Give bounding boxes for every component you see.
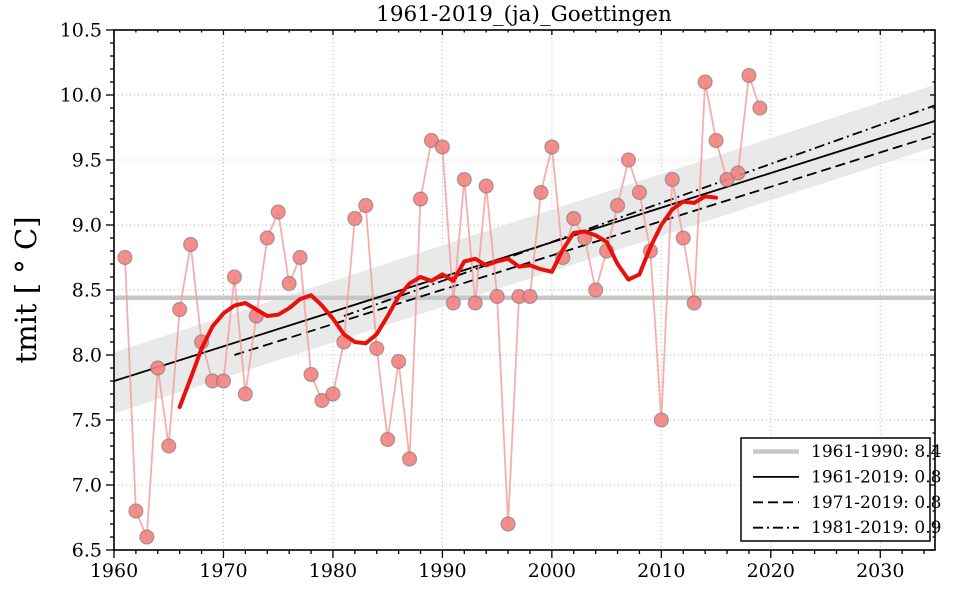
data-point [675, 230, 691, 246]
data-point [172, 301, 188, 318]
data-point [588, 282, 604, 298]
data-point [730, 165, 746, 181]
data-point [215, 373, 232, 389]
legend-label: 1961-2019: 0.8 [811, 467, 941, 487]
x-tick-label: 2000 [528, 560, 576, 582]
data-point [631, 184, 648, 201]
data-point [128, 503, 144, 519]
confidence-band [114, 84, 935, 414]
data-point [380, 431, 396, 448]
confidence-band-layer [114, 84, 935, 414]
data-point [358, 197, 374, 214]
data-point [489, 288, 505, 305]
data-point [533, 184, 549, 201]
data-point [161, 438, 177, 454]
smoothed-line [177, 194, 719, 409]
data-point [259, 230, 275, 246]
data-point [686, 295, 702, 311]
data-point [478, 178, 494, 194]
data-point [456, 171, 472, 188]
y-tick-label: 8.5 [72, 280, 102, 302]
data-point [117, 249, 133, 266]
legend-entry: 1981-2019: 0.9 [753, 518, 941, 538]
x-tick-label: 2020 [747, 560, 795, 582]
data-point [412, 191, 429, 207]
x-tick-label: 1990 [418, 560, 466, 582]
legend-label: 1971-2019: 0.8 [811, 493, 941, 513]
data-point [139, 529, 155, 545]
y-tick-label: 7.0 [72, 475, 102, 497]
data-point [544, 139, 560, 155]
data-point [752, 100, 768, 116]
y-axis-label: tmit [ ° C] [9, 216, 43, 363]
data-point [150, 360, 166, 376]
y-tick-label: 6.5 [72, 540, 102, 562]
y-tick-label: 9.0 [72, 215, 102, 237]
data-point [500, 516, 516, 532]
data-point [401, 451, 418, 467]
legend-entry: 1961-2019: 0.8 [753, 467, 941, 487]
x-tick-label: 2010 [637, 560, 685, 582]
data-point [347, 210, 363, 227]
data-point [741, 67, 757, 84]
data-point [423, 132, 440, 149]
data-point [522, 288, 538, 305]
y-tick-label: 10.0 [60, 85, 102, 107]
x-tick-label: 1980 [309, 560, 357, 582]
trend-line-solid [113, 120, 936, 382]
data-point [270, 204, 286, 220]
data-point [620, 152, 637, 168]
ticks-layer [106, 29, 935, 558]
data-point [226, 269, 243, 285]
legend-entry: 1961-1990: 8.4 [753, 442, 941, 462]
annual-series-layer [117, 67, 768, 545]
smoothed-line-layer [177, 194, 719, 409]
data-point [467, 295, 483, 311]
y-tick-label: 10.5 [60, 20, 102, 42]
x-tick-label: 2030 [856, 560, 904, 582]
x-tick-label: 1960 [90, 560, 138, 582]
data-point [183, 236, 199, 253]
chart-title: 1961-2019_(ja)_Goettingen [376, 2, 672, 27]
legend-entry: 1971-2019: 0.8 [753, 493, 941, 513]
tick-labels-layer: 1960 1970 1980 1990 2000 2010 2020 2030 6.5 7.0 7.… [60, 20, 905, 583]
data-point [314, 392, 330, 409]
data-point [653, 412, 669, 428]
legend-label: 1961-1990: 8.4 [811, 442, 941, 462]
x-tick-label: 1970 [199, 560, 247, 582]
legend-box [740, 437, 931, 542]
data-point [325, 386, 341, 402]
data-point [292, 249, 308, 266]
legend: 1961-1990: 8.4 1961-2019: 0.8 1971-2019: 0… [740, 437, 941, 542]
data-point [445, 295, 461, 311]
data-point [609, 197, 626, 214]
data-point [708, 132, 724, 149]
y-tick-label: 7.5 [72, 410, 102, 432]
data-point [369, 340, 385, 357]
y-tick-label: 9.5 [72, 150, 102, 172]
data-point [566, 210, 582, 227]
trend-line-dashdot [343, 104, 936, 317]
data-point [434, 139, 450, 155]
data-point [237, 386, 253, 402]
data-point [719, 171, 735, 188]
data-point [303, 366, 319, 383]
legend-label: 1981-2019: 0.9 [811, 518, 941, 538]
data-point [664, 171, 680, 188]
data-point [697, 74, 713, 90]
data-point [391, 353, 407, 370]
data-point [281, 275, 297, 292]
y-tick-label: 8.0 [72, 345, 102, 367]
